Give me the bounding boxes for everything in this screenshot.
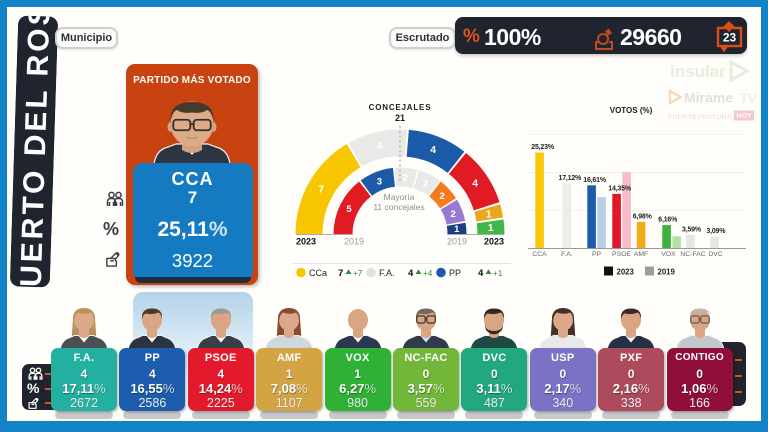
svg-text:1: 1 <box>454 224 460 235</box>
svg-text:5: 5 <box>346 204 352 215</box>
svg-text:CCA: CCA <box>532 251 547 258</box>
svg-text:PP: PP <box>592 251 602 258</box>
svg-text:PSOE: PSOE <box>612 251 631 258</box>
svg-text:2: 2 <box>439 191 444 202</box>
svg-text:4: 4 <box>478 268 484 279</box>
svg-text:Mayoría: Mayoría <box>384 192 415 202</box>
svg-text:16,61%: 16,61% <box>583 177 607 184</box>
svg-text:2023: 2023 <box>484 237 504 247</box>
svg-text:CCa: CCa <box>309 268 327 278</box>
svg-text:NC-FAC: NC-FAC <box>680 251 705 258</box>
svg-text:1: 1 <box>486 209 492 221</box>
svg-text:HOY: HOY <box>736 113 752 120</box>
svg-text:PP: PP <box>449 268 461 278</box>
svg-text:F.A.: F.A. <box>561 251 573 258</box>
svg-text:2023: 2023 <box>617 268 635 277</box>
svg-text:21: 21 <box>395 113 405 123</box>
svg-text:VOTOS (%): VOTOS (%) <box>610 106 653 115</box>
svg-text:3,59%: 3,59% <box>682 226 702 233</box>
svg-text:17,12%: 17,12% <box>559 175 583 182</box>
svg-text:4: 4 <box>430 144 436 156</box>
svg-text:VOX: VOX <box>661 251 676 258</box>
svg-text:4: 4 <box>377 140 383 152</box>
svg-text:4: 4 <box>472 178 478 190</box>
svg-text:Mírame: Mírame <box>684 90 733 106</box>
svg-text:F.A.: F.A. <box>379 268 395 278</box>
svg-text:7: 7 <box>338 268 343 279</box>
svg-text:CONCEJALES: CONCEJALES <box>369 103 432 112</box>
svg-text:2019: 2019 <box>447 237 467 247</box>
svg-text:DVC: DVC <box>708 251 722 258</box>
svg-text:2: 2 <box>423 178 428 189</box>
svg-text:14,35%: 14,35% <box>608 185 632 192</box>
svg-text:FUERTEVENTURA: FUERTEVENTURA <box>668 114 732 121</box>
svg-text:2023: 2023 <box>296 237 316 247</box>
svg-text:insular: insular <box>670 62 726 81</box>
svg-text:11 concejales: 11 concejales <box>373 202 424 212</box>
svg-text:6,16%: 6,16% <box>658 217 678 224</box>
svg-text:2019: 2019 <box>344 237 364 247</box>
svg-text:3: 3 <box>377 176 382 187</box>
svg-text:2: 2 <box>451 209 456 220</box>
svg-text:3,09%: 3,09% <box>706 228 726 235</box>
svg-text:6,98%: 6,98% <box>633 213 653 220</box>
svg-text:AMF: AMF <box>634 251 648 258</box>
svg-text:+4: +4 <box>423 269 433 278</box>
svg-text:4: 4 <box>408 268 414 279</box>
svg-text:TV: TV <box>740 91 757 106</box>
svg-text:1: 1 <box>488 222 494 234</box>
svg-text:+7: +7 <box>353 269 363 278</box>
svg-text:23: 23 <box>723 31 737 45</box>
svg-text:25,23%: 25,23% <box>531 144 555 151</box>
svg-text:2019: 2019 <box>658 268 676 277</box>
svg-text:7: 7 <box>318 183 324 195</box>
svg-text:+1: +1 <box>493 269 503 278</box>
svg-text:2: 2 <box>403 173 408 184</box>
